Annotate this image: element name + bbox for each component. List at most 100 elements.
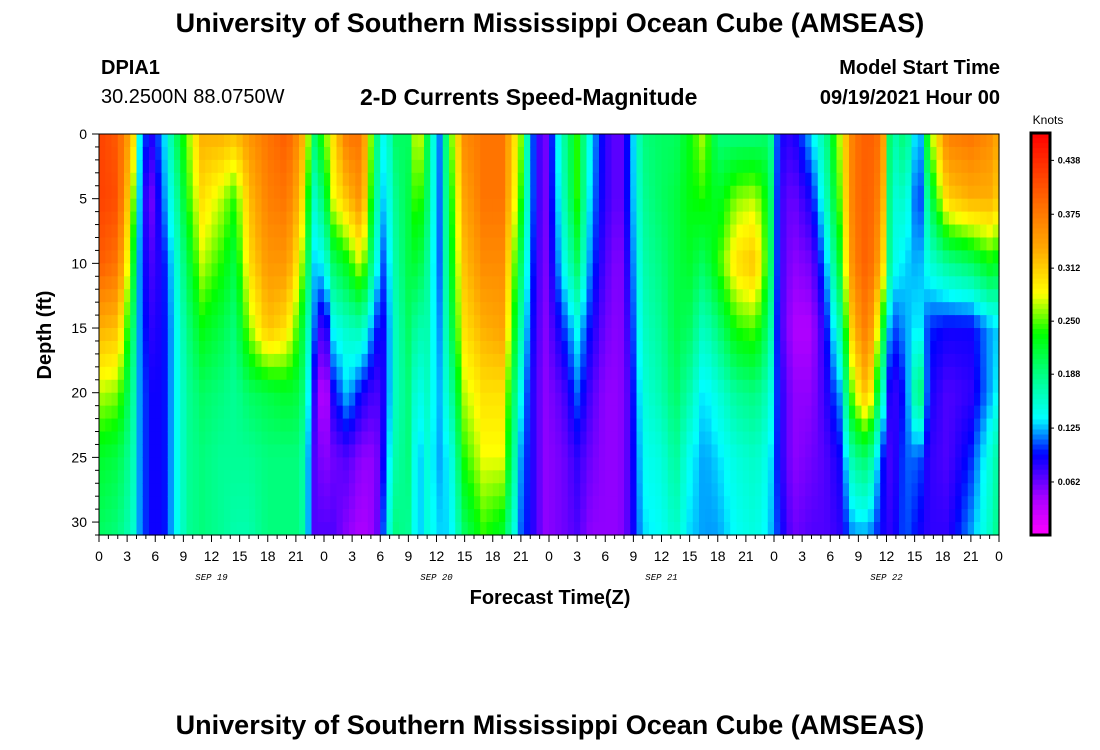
heatmap-cell — [105, 224, 113, 239]
heatmap-cell — [592, 483, 600, 497]
heatmap-cell — [186, 522, 194, 536]
heatmap-cell — [755, 302, 763, 316]
heatmap-cell — [286, 353, 294, 368]
heatmap-cell — [611, 328, 619, 342]
heatmap-cell — [136, 134, 144, 148]
heatmap-cell — [855, 289, 863, 303]
heatmap-cell — [205, 224, 213, 239]
heatmap-cell — [405, 289, 413, 303]
heatmap-cell — [136, 431, 144, 446]
heatmap-cell — [99, 198, 106, 213]
heatmap-cell — [542, 302, 550, 316]
heatmap-cell — [880, 457, 888, 471]
heatmap-cell — [580, 353, 588, 368]
heatmap-cell — [449, 379, 456, 394]
heatmap-cell — [855, 340, 863, 355]
heatmap-cell — [99, 185, 106, 200]
heatmap-cell — [780, 315, 788, 329]
colorbar-swatch — [1031, 168, 1050, 174]
heatmap-cell — [924, 211, 931, 226]
heatmap-cell — [186, 250, 194, 264]
heatmap-cell — [724, 366, 731, 381]
heatmap-cell — [974, 134, 981, 148]
heatmap-cell — [186, 146, 194, 161]
heatmap-cell — [705, 405, 713, 420]
heatmap-cell — [680, 457, 688, 471]
heatmap-cell — [667, 315, 675, 329]
heatmap-cell — [805, 224, 813, 239]
heatmap-cell — [136, 353, 144, 368]
heatmap-cell — [586, 444, 594, 458]
heatmap-cell — [561, 496, 569, 510]
heatmap-cell — [911, 522, 919, 536]
heatmap-cell — [324, 328, 331, 342]
heatmap-cell — [936, 496, 944, 510]
heatmap-cell — [824, 250, 831, 264]
model-start-label: Model Start Time — [839, 57, 1000, 79]
heatmap-cell — [142, 340, 150, 355]
heatmap-cell — [799, 483, 806, 497]
heatmap-cell — [142, 302, 150, 316]
heatmap-cell — [511, 340, 519, 355]
heatmap-cell — [374, 340, 381, 355]
heatmap-cell — [617, 509, 625, 523]
heatmap-cell — [861, 172, 869, 187]
heatmap-cell — [542, 379, 550, 394]
heatmap-cell — [980, 509, 988, 523]
heatmap-cell — [211, 509, 219, 523]
heatmap-cell — [117, 392, 125, 407]
heatmap-cell — [511, 172, 519, 187]
x-tick-label: 18 — [710, 548, 726, 564]
heatmap-cell — [911, 444, 919, 458]
heatmap-cell — [967, 405, 975, 420]
heatmap-cell — [299, 250, 306, 264]
heatmap-cell — [630, 444, 638, 458]
heatmap-cell — [411, 418, 419, 433]
colorbar-swatch — [1031, 148, 1050, 154]
heatmap-cell — [624, 483, 631, 497]
heatmap-cell — [524, 315, 531, 329]
heatmap-cell — [630, 483, 638, 497]
heatmap-cell — [424, 457, 431, 471]
heatmap-cell — [286, 289, 294, 303]
heatmap-cell — [624, 211, 631, 226]
heatmap-cell — [836, 470, 844, 484]
heatmap-cell — [805, 418, 813, 433]
heatmap-cell — [586, 159, 594, 174]
heatmap-cell — [974, 457, 981, 471]
heatmap-cell — [667, 185, 675, 200]
heatmap-cell — [655, 276, 663, 290]
heatmap-cell — [317, 172, 325, 187]
heatmap-cell — [274, 172, 281, 187]
heatmap-cell — [655, 444, 663, 458]
heatmap-cell — [217, 444, 225, 458]
heatmap-cell — [586, 379, 594, 394]
heatmap-cell — [699, 172, 706, 187]
heatmap-cell — [236, 366, 244, 381]
heatmap-cell — [855, 134, 863, 148]
heatmap-cell — [267, 509, 275, 523]
heatmap-cell — [167, 289, 175, 303]
heatmap-cell — [424, 185, 431, 200]
heatmap-cell — [880, 276, 888, 290]
heatmap-cell — [167, 457, 175, 471]
heatmap-cell — [317, 328, 325, 342]
heatmap-cell — [330, 198, 338, 213]
heatmap-cell — [155, 134, 163, 148]
heatmap-cell — [111, 470, 119, 484]
heatmap-cell — [449, 211, 456, 226]
heatmap-cell — [505, 159, 513, 174]
heatmap-cell — [649, 379, 656, 394]
heatmap-cell — [849, 418, 856, 433]
heatmap-cell — [355, 366, 363, 381]
x-tick-label: 15 — [907, 548, 923, 564]
heatmap-cell — [436, 457, 444, 471]
heatmap-cell — [242, 211, 250, 226]
heatmap-cell — [724, 470, 731, 484]
heatmap-cell — [542, 340, 550, 355]
heatmap-cell — [542, 405, 550, 420]
heatmap-cell — [280, 159, 288, 174]
heatmap-cell — [211, 431, 219, 446]
heatmap-cell — [755, 159, 763, 174]
heatmap-cell — [774, 405, 781, 420]
